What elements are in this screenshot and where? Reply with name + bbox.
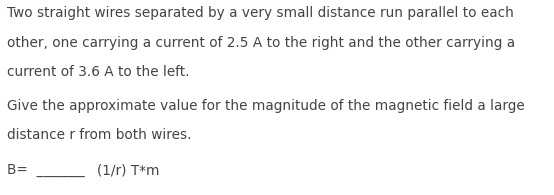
- Text: (1/r) T*m: (1/r) T*m: [97, 163, 160, 177]
- Text: other, one carrying a current of 2.5 A to the right and the other carrying a: other, one carrying a current of 2.5 A t…: [7, 36, 515, 50]
- Text: current of 3.6 A to the left.: current of 3.6 A to the left.: [7, 65, 189, 79]
- Text: Two straight wires separated by a very small distance run parallel to each: Two straight wires separated by a very s…: [7, 6, 514, 20]
- Text: Give the approximate value for the magnitude of the magnetic field a large: Give the approximate value for the magni…: [7, 99, 525, 113]
- Text: distance r from both wires.: distance r from both wires.: [7, 128, 191, 142]
- Text: B=  _______: B= _______: [7, 163, 84, 177]
